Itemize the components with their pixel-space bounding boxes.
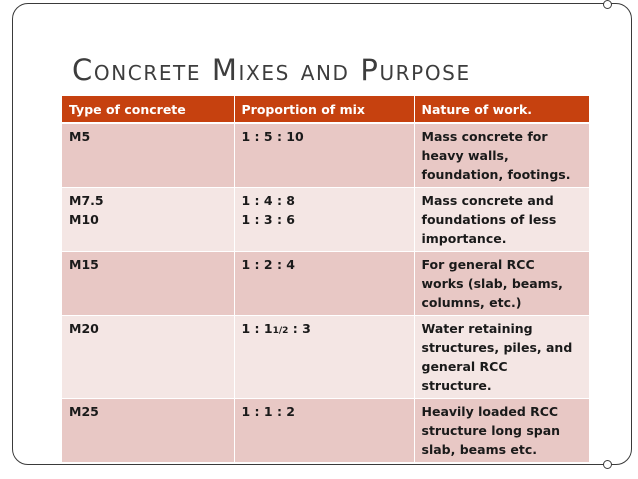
proportion-line: 1 : 1 : 2 [241,404,296,419]
cell-proportion: 1 : 11/2 : 3 [234,315,415,399]
cell-work: Mass concrete and foundations of less im… [414,187,589,252]
proportion-fraction: 1/2 [272,326,289,336]
work-line: foundation, footings. [421,167,571,182]
work-line: structure long span [421,423,561,438]
cell-work: For general RCC works (slab, beams, colu… [414,251,589,316]
header-nature: Nature of work. [414,96,589,124]
work-line: Water retaining [421,321,533,336]
work-line: structures, piles, and [421,340,573,355]
slide-frame [12,3,632,465]
cell-type: M15 [62,251,235,316]
cell-proportion: 1 : 2 : 4 [234,251,415,316]
cell-proportion: 1 : 4 : 8 1 : 3 : 6 [234,187,415,252]
type-line: M20 [69,321,99,336]
proportion-part: 1 : 1 [241,321,273,336]
work-line: works (slab, beams, [421,276,563,291]
proportion-line: 1 : 4 : 8 [241,193,296,208]
table-row: M20 1 : 11/2 : 3 Water retaining structu… [62,315,589,399]
work-line: heavy walls, [421,148,509,163]
cell-proportion: 1 : 5 : 10 [234,123,415,188]
cell-type: M25 [62,398,235,463]
proportion-part: : 3 [288,321,311,336]
type-line: M10 [69,212,99,227]
table-row: M15 1 : 2 : 4 For general RCC works (sla… [62,251,589,316]
work-line: general RCC [421,359,508,374]
proportion-line: 1 : 2 : 4 [241,257,296,272]
cell-type: M5 [62,123,235,188]
cell-work: Heavily loaded RCC structure long span s… [414,398,589,463]
work-line: foundations of less [421,212,557,227]
type-line: M7.5 [69,193,104,208]
table-header-row: Type of concrete Proportion of mix Natur… [62,96,589,124]
type-line: M15 [69,257,99,272]
table-row: M7.5 M10 1 : 4 : 8 1 : 3 : 6 Mass concre… [62,187,589,252]
cell-proportion: 1 : 1 : 2 [234,398,415,463]
cell-work: Mass concrete for heavy walls, foundatio… [414,123,589,188]
cell-work: Water retaining structures, piles, and g… [414,315,589,399]
header-proportion: Proportion of mix [234,96,415,124]
header-type: Type of concrete [62,96,235,124]
concrete-mix-table: Type of concrete Proportion of mix Natur… [62,96,589,463]
work-line: Heavily loaded RCC [421,404,559,419]
cell-type: M7.5 M10 [62,187,235,252]
work-line: Mass concrete and [421,193,554,208]
slide-title: Concrete Mixes and Purpose [72,53,471,87]
work-line: For general RCC [421,257,535,272]
table-row: M5 1 : 5 : 10 Mass concrete for heavy wa… [62,123,589,188]
cell-type: M20 [62,315,235,399]
work-line: structure. [421,378,492,393]
proportion-line: 1 : 5 : 10 [241,129,304,144]
frame-bottom-dot [603,460,612,469]
type-line: M25 [69,404,99,419]
work-line: slab, beams etc. [421,442,538,457]
work-line: Mass concrete for [421,129,548,144]
proportion-line: 1 : 11/2 : 3 [242,319,407,341]
proportion-line: 1 : 3 : 6 [241,212,296,227]
table-row: M25 1 : 1 : 2 Heavily loaded RCC structu… [62,398,589,463]
work-line: columns, etc.) [421,295,522,310]
work-line: importance. [421,231,507,246]
frame-top-dot [603,0,612,9]
type-line: M5 [69,129,91,144]
